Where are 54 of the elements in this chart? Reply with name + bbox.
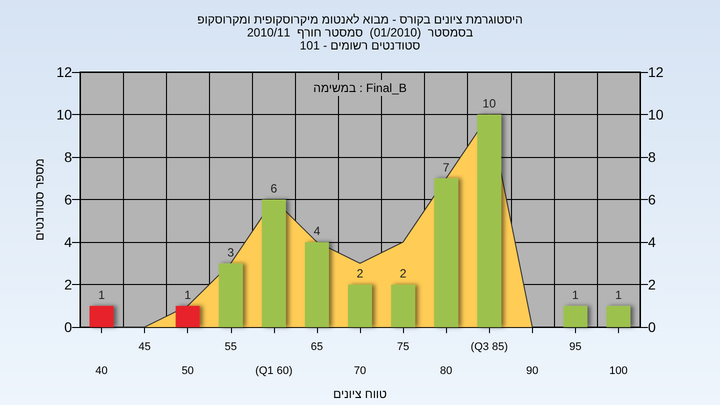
data-label: 1 xyxy=(572,288,580,302)
y2-tick-label: 8 xyxy=(648,149,656,166)
bar xyxy=(304,242,329,328)
y-tick-label: 10 xyxy=(56,106,72,123)
x-axis-title: טווח ציונים xyxy=(333,387,388,401)
data-label: 10 xyxy=(482,96,496,111)
data-label: 2 xyxy=(356,266,364,281)
y2-tick-label: 12 xyxy=(648,64,664,80)
data-label: 1 xyxy=(98,288,106,302)
x-tick-label: 40 xyxy=(95,365,108,378)
y2-tick-label: 4 xyxy=(648,234,656,250)
y2-tick-label: 6 xyxy=(648,192,656,208)
chart-subtitle: בסמסטר (01/2010) סמסטר חורף 2010/11 סטודנטים רשומים - 101 xyxy=(246,26,474,52)
x-tick-label: 80 xyxy=(440,365,452,378)
y-tick-label: 0 xyxy=(64,319,72,336)
x-tick-label: 50 xyxy=(182,365,194,378)
data-label: 3 xyxy=(227,245,234,260)
x-tick-label: 95 xyxy=(569,341,582,354)
x-tick-label: (Q3 85) xyxy=(470,341,508,354)
bar xyxy=(606,306,630,328)
x-tick-label: 75 xyxy=(396,341,410,354)
annotation: במשימה : Final_B xyxy=(313,81,407,95)
bar xyxy=(563,306,588,328)
data-label: 6 xyxy=(270,182,278,196)
bar xyxy=(90,306,114,328)
x-tick-label: 70 xyxy=(354,365,366,378)
bar xyxy=(176,306,200,328)
y-tick-label: 2 xyxy=(64,276,72,293)
y2-tick-label: 10 xyxy=(648,106,664,123)
y-tick-label: 8 xyxy=(64,149,72,166)
data-label: 1 xyxy=(184,288,192,302)
x-tick-label: (Q1 60) xyxy=(255,365,292,378)
data-label: 4 xyxy=(314,224,321,238)
y-tick-label: 6 xyxy=(64,192,72,208)
x-tick-label: 45 xyxy=(138,341,151,354)
bar xyxy=(391,284,416,328)
bar xyxy=(218,263,243,328)
x-tick-label: 55 xyxy=(224,341,237,354)
y-tick-label: 4 xyxy=(64,234,72,250)
x-tick-label: 65 xyxy=(310,341,324,354)
y-axis-title: מספר סטודנטים xyxy=(32,158,47,241)
x-tick-label: 100 xyxy=(609,365,628,378)
chart-title: היסטוגרמת ציונים בקורס - מבוא לאנטומ מיקרוסקופית ומקרוסקופ xyxy=(197,12,523,26)
bar xyxy=(434,178,458,328)
y2-tick-label: 2 xyxy=(648,276,656,293)
data-label: 1 xyxy=(615,288,622,302)
data-label: 7 xyxy=(442,160,450,174)
data-label: 2 xyxy=(400,266,407,281)
bar xyxy=(262,200,286,328)
x-tick-label: 90 xyxy=(526,365,538,378)
bar xyxy=(477,114,502,328)
y-tick-label: 12 xyxy=(56,64,72,80)
bar xyxy=(348,284,372,328)
y2-tick-label: 0 xyxy=(648,319,656,336)
